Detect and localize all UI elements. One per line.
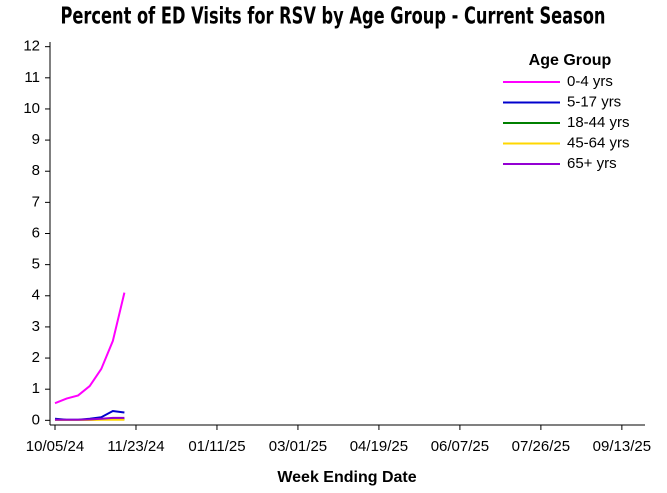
x-tick-label: 03/01/25 <box>269 438 327 455</box>
y-tick-label: 0 <box>32 411 40 428</box>
legend-label: 5-17 yrs <box>567 93 621 110</box>
x-tick-label: 11/23/24 <box>107 438 164 455</box>
y-tick-label: 1 <box>32 380 40 397</box>
y-tick-label: 6 <box>32 224 40 241</box>
x-tick-label: 07/26/25 <box>512 438 570 455</box>
x-tick-label: 10/05/24 <box>26 438 84 455</box>
legend-label: 0-4 yrs <box>567 73 613 90</box>
legend-label: 18-44 yrs <box>567 114 630 131</box>
x-tick-label: 06/07/25 <box>431 438 489 455</box>
y-tick-label: 12 <box>23 38 40 55</box>
legend-title: Age Group <box>529 52 612 69</box>
y-tick-label: 8 <box>32 162 40 179</box>
chart-title: Percent of ED Visits for RSV by Age Grou… <box>61 4 606 30</box>
x-tick-label: 01/11/25 <box>188 438 245 455</box>
series-line <box>54 292 126 405</box>
legend-label: 65+ yrs <box>567 155 617 172</box>
y-tick-label: 9 <box>32 131 40 148</box>
y-tick-label: 3 <box>32 318 40 335</box>
legend-label: 45-64 yrs <box>567 134 630 151</box>
x-tick-label: 04/19/25 <box>350 438 408 455</box>
y-tick-label: 7 <box>32 193 40 210</box>
series-line <box>55 416 125 421</box>
y-tick-label: 4 <box>32 287 40 304</box>
y-tick-label: 11 <box>24 69 40 86</box>
y-tick-label: 5 <box>32 256 40 273</box>
x-axis-title: Week Ending Date <box>277 469 416 486</box>
x-tick-label: 09/13/25 <box>593 438 651 455</box>
y-tick-label: 10 <box>23 100 40 117</box>
y-tick-label: 2 <box>32 349 40 366</box>
